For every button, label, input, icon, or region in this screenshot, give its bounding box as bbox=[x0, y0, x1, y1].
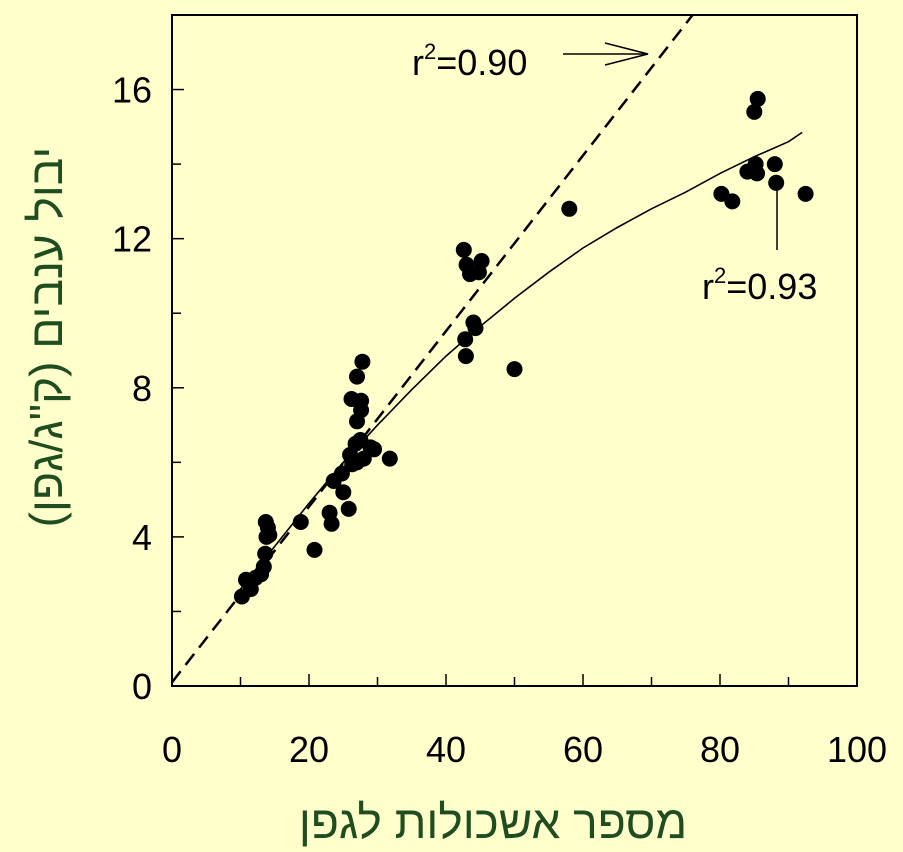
data-point bbox=[749, 165, 765, 182]
data-point bbox=[366, 441, 383, 458]
annotation-r2-linear-value: =0.90 bbox=[436, 42, 527, 83]
data-point bbox=[261, 527, 278, 543]
x-tick-label: 40 bbox=[426, 729, 466, 770]
data-point bbox=[255, 558, 272, 575]
data-point bbox=[292, 514, 309, 530]
data-point bbox=[457, 331, 474, 348]
data-point bbox=[467, 320, 484, 337]
annotation-r2-linear-sup: 2 bbox=[424, 39, 436, 64]
annotation-r2-curve: r2=0.93 bbox=[702, 263, 817, 307]
y-tick-label: 0 bbox=[132, 666, 152, 707]
data-point bbox=[561, 200, 578, 217]
data-point bbox=[381, 450, 398, 467]
data-point bbox=[766, 156, 783, 173]
data-point bbox=[457, 348, 474, 365]
annotation-r2-curve-value: =0.93 bbox=[726, 266, 817, 307]
y-tick-label: 12 bbox=[112, 219, 152, 260]
data-point bbox=[340, 500, 357, 517]
data-point bbox=[455, 241, 472, 258]
y-tick-label: 4 bbox=[132, 517, 152, 558]
x-tick-label: 60 bbox=[563, 729, 603, 770]
y-tick-label: 16 bbox=[112, 70, 152, 111]
x-tick-label: 80 bbox=[700, 729, 740, 770]
x-tick-label: 20 bbox=[289, 729, 329, 770]
annotation-r2-linear-r: r bbox=[412, 42, 424, 83]
data-point bbox=[473, 253, 490, 269]
data-point bbox=[746, 103, 763, 120]
x-tick-label: 100 bbox=[827, 729, 887, 770]
data-point bbox=[333, 465, 350, 482]
data-point bbox=[349, 368, 365, 385]
y-axis-ticks: 0 4 8 12 16 bbox=[112, 14, 184, 707]
annotation-arrow-linear bbox=[563, 42, 649, 66]
x-axis-ticks: 0 20 40 60 80 100 bbox=[162, 674, 887, 770]
data-point bbox=[257, 545, 274, 562]
data-point bbox=[724, 193, 741, 210]
y-axis-title: יבול ענבים (ק"ג/גפן) bbox=[20, 147, 72, 528]
y-tick-label: 8 bbox=[132, 368, 152, 409]
annotation-r2-linear: r2=0.90 bbox=[412, 39, 527, 83]
annotation-r2-curve-r: r bbox=[702, 266, 714, 307]
annotation-r2-curve-sup: 2 bbox=[714, 263, 726, 288]
data-point bbox=[306, 541, 323, 558]
data-point bbox=[353, 392, 370, 409]
x-axis-title: מספר אשכולות לגפן bbox=[299, 796, 687, 848]
data-points bbox=[233, 90, 814, 605]
data-point bbox=[797, 185, 814, 202]
data-point bbox=[506, 361, 523, 378]
data-point bbox=[749, 90, 766, 107]
data-point bbox=[354, 353, 371, 370]
data-point bbox=[768, 174, 785, 191]
x-tick-label: 0 bbox=[162, 729, 182, 770]
data-point bbox=[335, 484, 352, 501]
data-point bbox=[323, 515, 340, 532]
